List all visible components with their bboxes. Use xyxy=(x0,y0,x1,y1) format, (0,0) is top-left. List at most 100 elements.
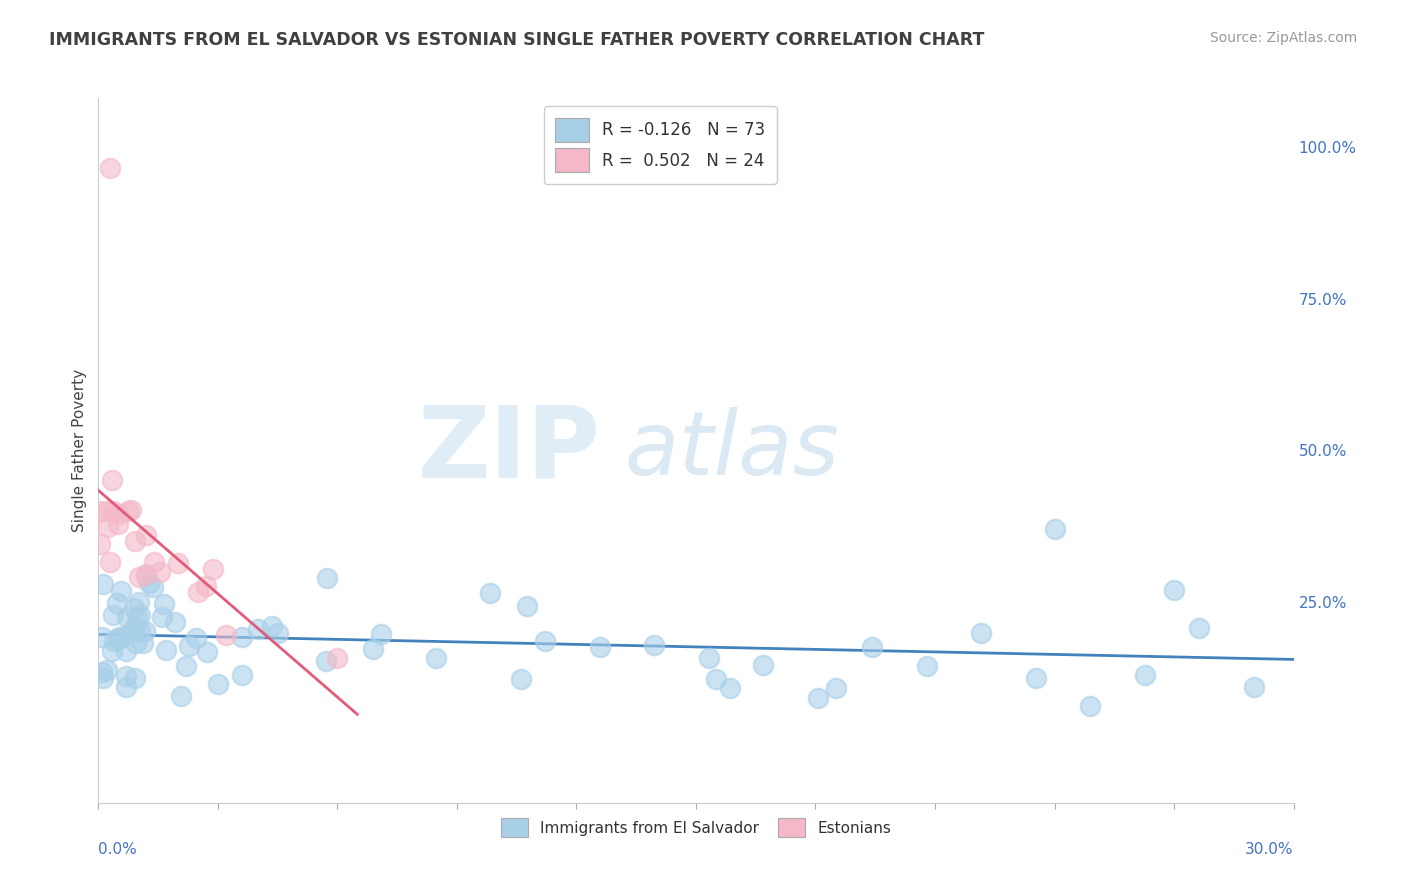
Point xyxy=(479,586,502,600)
Point xyxy=(824,681,846,696)
Point xyxy=(128,595,150,609)
Point xyxy=(1243,680,1265,694)
Point xyxy=(195,645,218,659)
Point xyxy=(122,623,145,637)
Point xyxy=(117,504,139,518)
Point xyxy=(316,570,339,584)
Point xyxy=(187,585,209,599)
Point xyxy=(643,638,665,652)
Point xyxy=(1043,523,1066,537)
Point xyxy=(105,596,128,610)
Point xyxy=(97,520,120,534)
Point xyxy=(153,597,176,611)
Point xyxy=(516,599,538,614)
Point xyxy=(262,619,284,633)
Point xyxy=(124,671,146,685)
Point xyxy=(91,576,114,591)
Point xyxy=(970,626,993,640)
Point xyxy=(128,570,150,584)
Point xyxy=(167,557,190,571)
Point xyxy=(101,474,124,488)
Point xyxy=(1163,583,1185,598)
Point xyxy=(1188,621,1211,635)
Point xyxy=(588,640,610,655)
Point xyxy=(110,583,132,598)
Point xyxy=(98,161,122,175)
Point xyxy=(96,663,118,677)
Point xyxy=(370,627,392,641)
Point xyxy=(155,642,177,657)
Point xyxy=(915,659,938,673)
Point xyxy=(752,658,775,673)
Point xyxy=(149,565,172,579)
Point xyxy=(124,601,146,615)
Point xyxy=(138,576,160,591)
Point xyxy=(184,632,207,646)
Point xyxy=(1133,668,1156,682)
Point xyxy=(127,609,149,624)
Point xyxy=(1025,671,1047,685)
Point xyxy=(361,642,384,657)
Point xyxy=(107,507,129,521)
Point xyxy=(860,640,883,655)
Point xyxy=(124,621,146,635)
Text: ZIP: ZIP xyxy=(418,402,600,499)
Point xyxy=(806,691,828,706)
Point xyxy=(101,643,124,657)
Point xyxy=(124,533,146,548)
Point xyxy=(326,651,349,665)
Point xyxy=(510,673,533,687)
Point xyxy=(107,630,129,644)
Point xyxy=(120,503,142,517)
Point xyxy=(115,644,138,658)
Point xyxy=(91,630,114,644)
Point xyxy=(142,556,165,570)
Point xyxy=(107,632,129,647)
Point xyxy=(135,569,157,583)
Point xyxy=(202,562,225,576)
Point xyxy=(142,580,165,594)
Point xyxy=(91,665,114,679)
Point xyxy=(114,680,136,694)
Point xyxy=(425,650,447,665)
Point xyxy=(135,528,157,542)
Point xyxy=(194,579,217,593)
Point xyxy=(534,634,557,648)
Point xyxy=(135,566,157,581)
Y-axis label: Single Father Poverty: Single Father Poverty xyxy=(72,369,87,532)
Point xyxy=(315,653,337,667)
Text: Source: ZipAtlas.com: Source: ZipAtlas.com xyxy=(1209,31,1357,45)
Text: IMMIGRANTS FROM EL SALVADOR VS ESTONIAN SINGLE FATHER POVERTY CORRELATION CHART: IMMIGRANTS FROM EL SALVADOR VS ESTONIAN … xyxy=(49,31,984,49)
Point xyxy=(247,622,270,636)
Point xyxy=(129,624,152,639)
Point xyxy=(215,628,238,642)
Point xyxy=(91,671,114,685)
Text: 30.0%: 30.0% xyxy=(1246,841,1294,856)
Point xyxy=(101,608,124,623)
Point xyxy=(134,624,156,639)
Point xyxy=(174,659,197,673)
Point xyxy=(1078,698,1101,713)
Point xyxy=(98,555,121,569)
Point xyxy=(89,504,111,518)
Text: atlas: atlas xyxy=(624,408,839,493)
Point xyxy=(231,630,253,644)
Text: 0.0%: 0.0% xyxy=(98,841,138,856)
Point xyxy=(115,669,138,683)
Point xyxy=(115,610,138,624)
Point xyxy=(96,504,118,518)
Point xyxy=(125,635,148,649)
Point xyxy=(114,629,136,643)
Point xyxy=(177,639,200,653)
Point xyxy=(107,516,129,531)
Point xyxy=(152,609,174,624)
Point xyxy=(103,633,125,648)
Point xyxy=(231,668,253,682)
Point xyxy=(718,681,741,695)
Point xyxy=(266,625,288,640)
Point xyxy=(103,504,125,518)
Point xyxy=(165,615,187,629)
Point xyxy=(131,635,153,649)
Legend: Immigrants from El Salvador, Estonians: Immigrants from El Salvador, Estonians xyxy=(494,811,898,845)
Point xyxy=(128,607,150,622)
